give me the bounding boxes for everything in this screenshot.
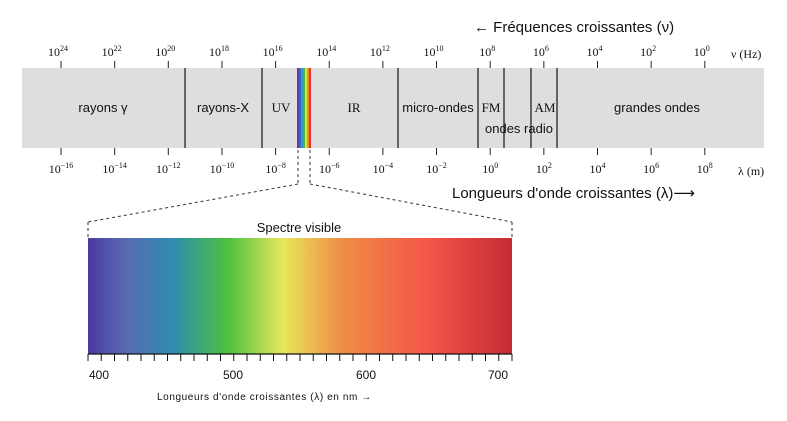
wavelength-tick-labels: 10−16 10−14 10−12 10−10 10−8 10−6 10−4 10−2 100 1… — [49, 161, 713, 176]
wavelength-tick-label-11: 106 — [643, 161, 659, 176]
frequency-title: ← Fréquences croissantes (ν) — [474, 19, 674, 36]
visible-tick-500: 500 — [223, 368, 243, 382]
frequency-tick-label-10: 104 — [587, 44, 603, 59]
visible-tick-700: 700 — [488, 368, 508, 382]
region-ondes-radio: ondes radio — [485, 121, 553, 136]
wavelength-tick-label-2: 10−12 — [156, 161, 181, 176]
frequency-tick-label-4: 1016 — [263, 44, 283, 59]
frequency-tick-label-12: 100 — [694, 44, 710, 59]
wavelength-tick-label-9: 102 — [536, 161, 552, 176]
wavelength-tick-label-5: 10−6 — [319, 161, 340, 176]
frequency-unit: ν (Hz) — [731, 47, 761, 61]
frequency-tick-label-7: 1010 — [424, 44, 444, 59]
frequency-tick-label-11: 102 — [640, 44, 656, 59]
wavelength-tick-label-1: 10−14 — [102, 161, 127, 176]
wavelength-unit: λ (m) — [738, 164, 764, 178]
wavelength-title: Longueurs d'onde croissantes (λ)⟶ — [452, 185, 695, 202]
wavelength-tick-label-4: 10−8 — [265, 161, 286, 176]
wavelength-tick-label-6: 10−4 — [373, 161, 394, 176]
visible-spectrum-gradient — [88, 238, 512, 354]
frequency-tick-label-3: 1018 — [209, 44, 229, 59]
visible-axis-label: Longueurs d'onde croissantes (λ) en nm → — [157, 392, 372, 403]
region-micro-ondes: micro-ondes — [402, 100, 474, 115]
wavelength-tick-label-3: 10−10 — [210, 161, 235, 176]
wavelength-tick-label-8: 100 — [482, 161, 498, 176]
visible-tick-400: 400 — [89, 368, 109, 382]
frequency-tick-label-1: 1022 — [102, 44, 122, 59]
frequency-tick-label-2: 1020 — [155, 44, 175, 59]
frequency-tick-label-5: 1014 — [316, 44, 336, 59]
region-ir: IR — [348, 100, 361, 115]
wavelength-tick-marks — [60, 148, 706, 155]
frequency-tick-label-6: 1012 — [370, 44, 390, 59]
wavelength-tick-label-10: 104 — [590, 161, 606, 176]
region-uv: UV — [272, 100, 291, 115]
region-grandes-ondes: grandes ondes — [614, 100, 701, 115]
region-separators — [184, 68, 558, 148]
frequency-tick-labels: 1024 1022 1020 1018 1016 1014 1012 1010 108 106 10… — [48, 44, 710, 59]
region-xray: rayons-X — [197, 100, 249, 115]
frequency-tick-marks — [60, 61, 706, 68]
visible-tick-600: 600 — [356, 368, 376, 382]
zoom-lines — [87, 150, 513, 238]
wavelength-tick-label-12: 108 — [697, 161, 713, 176]
visible-title: Spectre visible — [257, 220, 342, 235]
wavelength-tick-label-0: 10−16 — [49, 161, 74, 176]
wavelength-tick-label-7: 10−2 — [426, 161, 447, 176]
region-gamma: rayons γ — [78, 100, 128, 115]
frequency-tick-label-9: 106 — [533, 44, 549, 59]
frequency-tick-label-8: 108 — [479, 44, 495, 59]
region-fm: FM — [482, 100, 501, 115]
region-am: AM — [535, 100, 556, 115]
visible-stripe — [297, 68, 311, 148]
visible-axis-ticks — [87, 354, 513, 361]
spectrum-band — [22, 68, 764, 148]
frequency-tick-label-0: 1024 — [48, 44, 68, 59]
